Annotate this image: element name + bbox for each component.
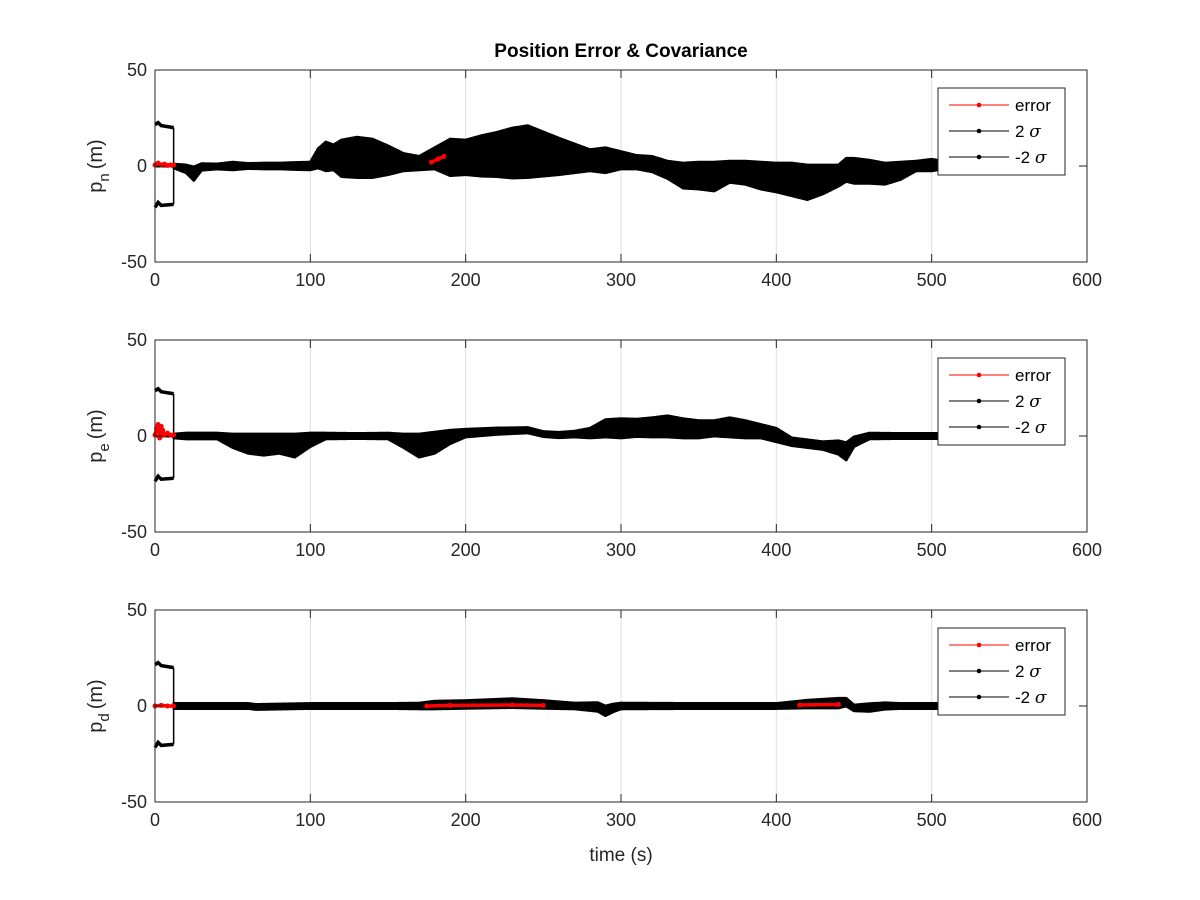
legend-entry-label: error xyxy=(1015,366,1051,385)
y-axis-label-unit: (m) xyxy=(85,139,107,169)
legend-entry-label: -2 σ xyxy=(1015,148,1047,168)
x-tick-label: 100 xyxy=(295,540,325,560)
legend-entry-label: 2 σ xyxy=(1015,392,1041,412)
x-tick-label: 600 xyxy=(1072,540,1102,560)
y-tick-label: -50 xyxy=(121,792,147,812)
y-axis-label: pd (m) xyxy=(85,679,113,732)
error-point xyxy=(158,423,164,429)
x-tick-label: 400 xyxy=(761,540,791,560)
figure-title: Position Error & Covariance xyxy=(494,41,747,62)
legend-entry-label: 2 σ xyxy=(1015,122,1041,142)
y-axis-label-main: p xyxy=(85,182,107,193)
y-tick-label: 50 xyxy=(127,330,147,350)
y-tick-label: 50 xyxy=(127,60,147,80)
plus-2sigma-initial xyxy=(154,120,174,130)
legend-swatch-marker xyxy=(976,642,982,648)
legend: error 2 σ -2 σ xyxy=(937,87,1066,176)
error-point xyxy=(157,435,163,441)
error-point xyxy=(158,702,164,708)
legend: error 2 σ -2 σ xyxy=(937,357,1066,446)
y-axis-label: pn (m) xyxy=(85,139,113,192)
legend-entry-label: -2 σ xyxy=(1015,418,1047,438)
y-axis-label-sub: e xyxy=(96,443,113,451)
error-line xyxy=(426,703,544,708)
x-tick-label: 400 xyxy=(761,810,791,830)
error-point xyxy=(171,432,177,438)
error-point xyxy=(509,702,515,708)
legend-entry-label: error xyxy=(1015,96,1051,115)
x-axis-label: time (s) xyxy=(589,845,652,866)
x-tick-label: 500 xyxy=(917,810,947,830)
x-tick-label: 100 xyxy=(295,810,325,830)
legend-swatch-marker xyxy=(976,694,982,700)
error-point xyxy=(835,701,841,707)
minus-2sigma-initial xyxy=(153,739,174,749)
x-tick-label: 400 xyxy=(761,270,791,290)
y-tick-label: 0 xyxy=(137,156,147,176)
error-point xyxy=(797,702,803,708)
x-tick-label: 300 xyxy=(606,540,636,560)
y-tick-label: 50 xyxy=(127,600,147,620)
legend-swatch-marker xyxy=(976,424,982,430)
minus-2sigma-initial xyxy=(153,199,174,209)
error-point xyxy=(435,156,441,162)
y-axis-label-main: p xyxy=(85,722,107,733)
legend: error 2 σ -2 σ xyxy=(937,627,1066,716)
error-point xyxy=(171,162,177,168)
x-tick-label: 0 xyxy=(150,540,160,560)
x-tick-label: 100 xyxy=(295,270,325,290)
y-tick-label: -50 xyxy=(121,252,147,272)
legend-swatch-marker xyxy=(976,102,982,108)
x-tick-label: 500 xyxy=(917,540,947,560)
x-tick-label: 0 xyxy=(150,270,160,290)
y-axis-label-unit: (m) xyxy=(85,409,107,439)
error-point xyxy=(160,427,166,433)
legend-swatch-marker xyxy=(976,398,982,404)
x-tick-label: 500 xyxy=(917,270,947,290)
error-point xyxy=(540,702,546,708)
legend-swatch-marker xyxy=(976,668,982,674)
x-tick-label: 200 xyxy=(451,270,481,290)
plus-2sigma-initial xyxy=(154,386,174,396)
x-tick-label: 300 xyxy=(606,270,636,290)
x-tick-label: 200 xyxy=(451,540,481,560)
y-tick-label: -50 xyxy=(121,522,147,542)
x-tick-label: 300 xyxy=(606,810,636,830)
error-point xyxy=(171,703,177,709)
y-axis-label-sub: n xyxy=(96,173,113,181)
y-axis-label-main: p xyxy=(85,452,107,463)
legend-swatch-marker xyxy=(976,154,982,160)
y-axis-label: pe (m) xyxy=(85,409,113,462)
legend-entry-label: 2 σ xyxy=(1015,662,1041,682)
y-axis-label-sub: d xyxy=(96,713,113,721)
x-tick-label: 600 xyxy=(1072,810,1102,830)
y-tick-label: 0 xyxy=(137,426,147,446)
error-trace xyxy=(152,153,447,168)
legend-swatch-marker xyxy=(976,372,982,378)
error-point xyxy=(164,703,170,709)
plus-2sigma-initial xyxy=(154,660,174,670)
minus-2sigma-initial xyxy=(153,473,174,483)
y-axis-label-unit: (m) xyxy=(85,679,107,709)
legend-entry-label: -2 σ xyxy=(1015,688,1047,708)
error-line xyxy=(799,702,839,707)
y-tick-label: 0 xyxy=(137,696,147,716)
error-point xyxy=(447,702,453,708)
legend-entry-label: error xyxy=(1015,636,1051,655)
error-point xyxy=(428,159,434,165)
error-point xyxy=(441,153,447,159)
x-tick-label: 600 xyxy=(1072,270,1102,290)
x-tick-label: 0 xyxy=(150,810,160,830)
error-point xyxy=(424,703,430,709)
legend-swatch-marker xyxy=(976,128,982,134)
x-tick-label: 200 xyxy=(451,810,481,830)
